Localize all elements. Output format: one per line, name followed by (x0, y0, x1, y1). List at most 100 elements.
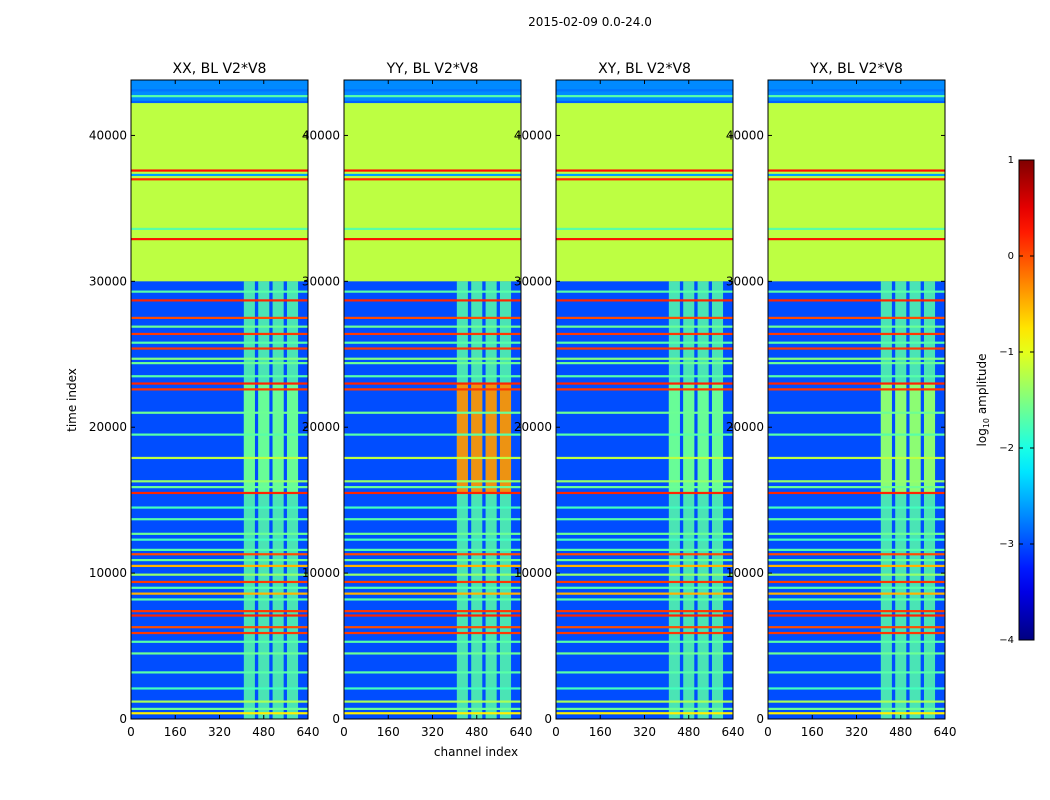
flag-line (344, 382, 521, 385)
flag-line (131, 341, 308, 344)
flag-line (556, 640, 733, 643)
flag-line (131, 332, 308, 336)
active-channel-band (683, 281, 695, 719)
x-tick-label: 640 (510, 725, 533, 739)
flag-line (768, 173, 945, 177)
flag-line (768, 362, 945, 365)
strong-channel-band (471, 383, 483, 493)
flag-line (131, 347, 308, 350)
y-tick-label: 40000 (302, 128, 340, 142)
strong-channel-band (456, 383, 468, 493)
flag-line (344, 573, 521, 576)
panel-1: XX, BL V2*V8 0 160 320 480 640 0 10000 20000 3000… (89, 61, 320, 739)
flag-line (768, 626, 945, 629)
flag-line (556, 506, 733, 509)
flag-line (344, 100, 521, 104)
x-tick-label: 640 (297, 725, 320, 739)
strong-channel-band (668, 383, 680, 493)
strong-channel-band (923, 383, 936, 493)
y-tick-label: 20000 (302, 420, 340, 434)
colorbar: 1 0 −1 −2 −3 −4 (999, 155, 1035, 646)
flag-line (344, 491, 521, 495)
flag-line (768, 382, 945, 385)
flag-line (344, 626, 521, 629)
flag-line (768, 388, 945, 391)
flag-line (344, 341, 521, 344)
flag-line (768, 456, 945, 460)
y-tick-label: 0 (544, 712, 552, 726)
y-tick-label: 0 (756, 712, 764, 726)
flag-line (768, 491, 945, 495)
flag-line (768, 564, 945, 568)
y-tick-label: 20000 (89, 420, 127, 434)
flag-line (556, 382, 733, 385)
y-tick-label: 30000 (89, 274, 127, 288)
flag-line (556, 238, 733, 241)
strong-channel-band (272, 383, 284, 493)
y-tick-label: 40000 (726, 128, 764, 142)
colorbar-tick-label: −2 (999, 443, 1014, 454)
flag-line (768, 411, 945, 414)
strong-channel-band (286, 383, 299, 493)
flag-line (556, 362, 733, 365)
flag-line (344, 553, 521, 556)
flag-line (768, 586, 945, 589)
flag-line (344, 532, 521, 535)
x-tick-label: 480 (465, 725, 488, 739)
flag-line (768, 580, 945, 584)
flag-line (768, 486, 945, 489)
flag-line (556, 598, 733, 601)
flag-line (768, 341, 945, 344)
flag-line (556, 178, 733, 181)
flag-line (131, 573, 308, 576)
flag-line (768, 631, 945, 635)
flag-line (131, 375, 308, 378)
flag-line (131, 480, 308, 483)
flag-line (768, 316, 945, 320)
x-tick-label: 640 (934, 725, 957, 739)
active-channel-band (697, 281, 709, 719)
flag-line (344, 712, 521, 715)
y-tick-label: 10000 (302, 566, 340, 580)
flag-line (556, 712, 733, 715)
flag-line (344, 433, 521, 436)
y-tick-label: 30000 (302, 274, 340, 288)
active-channel-band (258, 281, 270, 719)
colorbar-label-sub: 10 (982, 418, 991, 428)
flat-band-region (131, 101, 308, 282)
flag-line (344, 610, 521, 613)
flag-line (131, 532, 308, 535)
active-channel-band (485, 281, 497, 719)
active-channel-band (880, 281, 892, 719)
colorbar-tick-label: 0 (1008, 251, 1014, 262)
flag-line (768, 433, 945, 436)
flag-line (556, 456, 733, 460)
flag-line (768, 480, 945, 483)
flag-line (768, 506, 945, 509)
x-tick-label: 0 (552, 725, 560, 739)
flag-line (556, 626, 733, 629)
flag-line (556, 173, 733, 177)
flag-line (131, 290, 308, 293)
panel-1-image (131, 80, 308, 719)
flag-line (131, 614, 308, 617)
flag-line (131, 538, 308, 541)
flag-line (556, 480, 733, 483)
flag-line (131, 700, 308, 703)
flag-line (768, 598, 945, 601)
flag-line (768, 299, 945, 302)
flag-line (768, 614, 945, 617)
y-tick-label: 10000 (726, 566, 764, 580)
colorbar-label-rest: amplitude (975, 354, 989, 418)
panel-title: YX, BL V2*V8 (809, 61, 903, 77)
flag-line (131, 671, 308, 674)
flag-line (131, 652, 308, 655)
flag-line (556, 573, 733, 576)
flag-line (768, 290, 945, 293)
flag-line (131, 433, 308, 436)
flag-line (768, 89, 945, 92)
flag-line (344, 362, 521, 365)
flag-line (556, 687, 733, 690)
flag-line (768, 375, 945, 378)
flag-line (556, 357, 733, 360)
